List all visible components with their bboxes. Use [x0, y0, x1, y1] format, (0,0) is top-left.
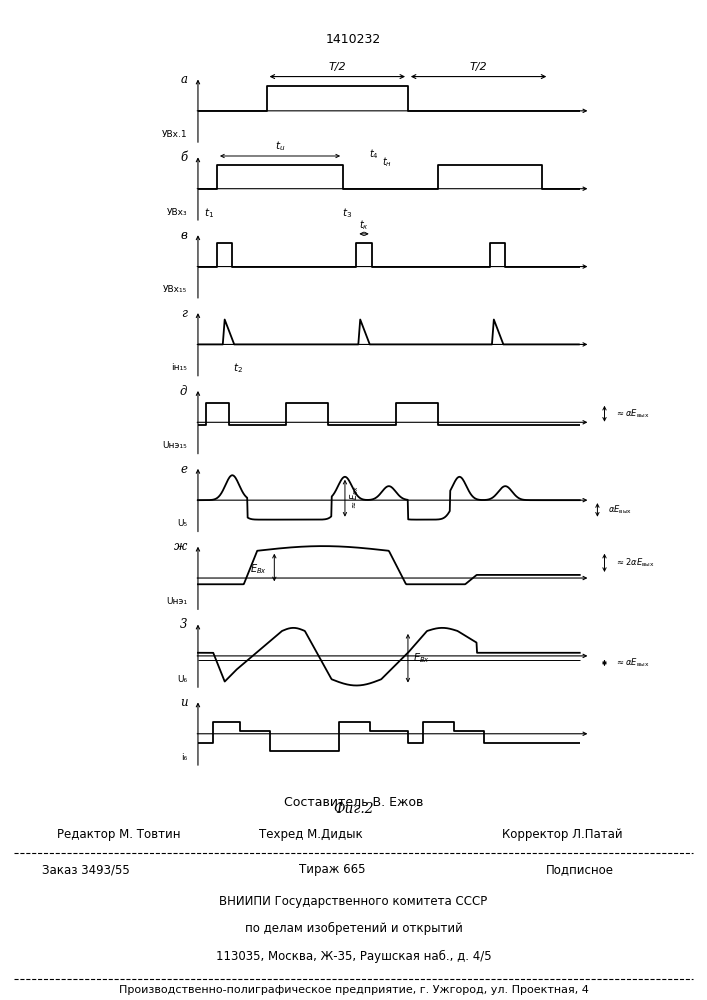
Text: Заказ 3493/55: Заказ 3493/55	[42, 863, 130, 876]
Text: T/2: T/2	[469, 62, 487, 72]
Text: i₆: i₆	[181, 753, 187, 762]
Text: Редактор М. Товтин: Редактор М. Товтин	[57, 828, 180, 841]
Text: U₅: U₅	[177, 519, 187, 528]
Text: УВх₁₅: УВх₁₅	[163, 285, 187, 294]
Text: $E_{Bx}$: $E_{Bx}$	[413, 651, 430, 665]
Text: 3: 3	[180, 618, 187, 631]
Text: Производственно-полиграфическое предприятие, г. Ужгород, ул. Проектная, 4: Производственно-полиграфическое предприя…	[119, 985, 588, 995]
Text: и: и	[180, 696, 187, 709]
Text: по делам изобретений и открытий: по делам изобретений и открытий	[245, 922, 462, 935]
Text: б: б	[180, 151, 187, 164]
Text: Uнэ₁: Uнэ₁	[166, 597, 187, 606]
Text: а: а	[180, 73, 187, 86]
Text: $t_н$: $t_н$	[382, 155, 392, 169]
Text: Техред М.Дидык: Техред М.Дидык	[259, 828, 363, 841]
Text: $t_3$: $t_3$	[341, 206, 352, 220]
Text: ж: ж	[174, 540, 187, 553]
Text: е: е	[180, 463, 187, 476]
Text: T/2: T/2	[329, 62, 346, 72]
Text: iн₁₅: iн₁₅	[172, 363, 187, 372]
Text: Фиг.2: Фиг.2	[333, 802, 374, 816]
Text: д: д	[180, 385, 187, 398]
Text: г: г	[182, 307, 187, 320]
Text: $t_2$: $t_2$	[233, 362, 243, 375]
Text: Тираж 665: Тираж 665	[299, 863, 366, 876]
Text: $\approx E_{Bx}$: $\approx E_{Bx}$	[349, 484, 361, 510]
Text: $\approx\alpha E_{\text{вых}}$: $\approx\alpha E_{\text{вых}}$	[615, 407, 650, 420]
Text: $\alpha E_{\text{вых}}$: $\alpha E_{\text{вых}}$	[608, 504, 632, 516]
Text: $\approx\alpha E_{\text{вых}}$: $\approx\alpha E_{\text{вых}}$	[615, 657, 650, 669]
Text: 1410232: 1410232	[326, 33, 381, 46]
Text: УВх₃: УВх₃	[167, 208, 187, 217]
Text: УВх.1: УВх.1	[162, 130, 187, 139]
Text: Составитель В. Ежов: Составитель В. Ежов	[284, 796, 423, 809]
Text: 113035, Москва, Ж-35, Раушская наб., д. 4/5: 113035, Москва, Ж-35, Раушская наб., д. …	[216, 950, 491, 963]
Text: $t_u$: $t_u$	[275, 139, 285, 153]
Text: $t_4$: $t_4$	[368, 148, 378, 161]
Text: Подписное: Подписное	[546, 863, 614, 876]
Text: $E_{Bx}$: $E_{Bx}$	[250, 562, 267, 576]
Text: $t_к$: $t_к$	[359, 218, 369, 232]
Text: Uнэ₁₅: Uнэ₁₅	[163, 441, 187, 450]
Text: U₆: U₆	[177, 675, 187, 684]
Text: $t_1$: $t_1$	[204, 206, 214, 220]
Text: ВНИИПИ Государственного комитета СССР: ВНИИПИ Государственного комитета СССР	[219, 895, 488, 908]
Text: $\approx 2\alpha E_{\text{вых}}$: $\approx 2\alpha E_{\text{вых}}$	[615, 557, 655, 569]
Text: Корректор Л.Патай: Корректор Л.Патай	[501, 828, 622, 841]
Text: в: в	[180, 229, 187, 242]
